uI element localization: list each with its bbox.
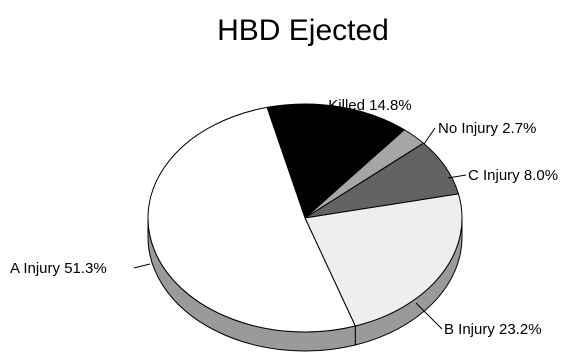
- leader-line-no-injury: [423, 127, 436, 145]
- label-killed: Killed 14.8%: [328, 97, 411, 114]
- pie-slice-killed: [266, 103, 405, 219]
- pie-leader-lines: [133, 127, 467, 330]
- label-b-injury: B Injury 23.2%: [444, 321, 542, 338]
- label-a-injury: A Injury 51.3%: [10, 260, 107, 277]
- label-c-injury: C Injury 8.0%: [468, 167, 558, 184]
- chart-title: HBD Ejected: [217, 14, 389, 47]
- label-no-injury: No Injury 2.7%: [438, 120, 536, 137]
- leader-line-c-injury: [447, 174, 467, 179]
- leader-line-a-injury: [133, 263, 151, 269]
- pie-slice-b-injury: [304, 193, 463, 327]
- pie-labels: Killed 14.8% No Injury 2.7% C Injury 8.0% B…: [10, 97, 558, 338]
- leader-line-b-injury: [415, 302, 443, 330]
- pie-slice-a-injury: [147, 106, 356, 333]
- pie-slices: [147, 103, 463, 333]
